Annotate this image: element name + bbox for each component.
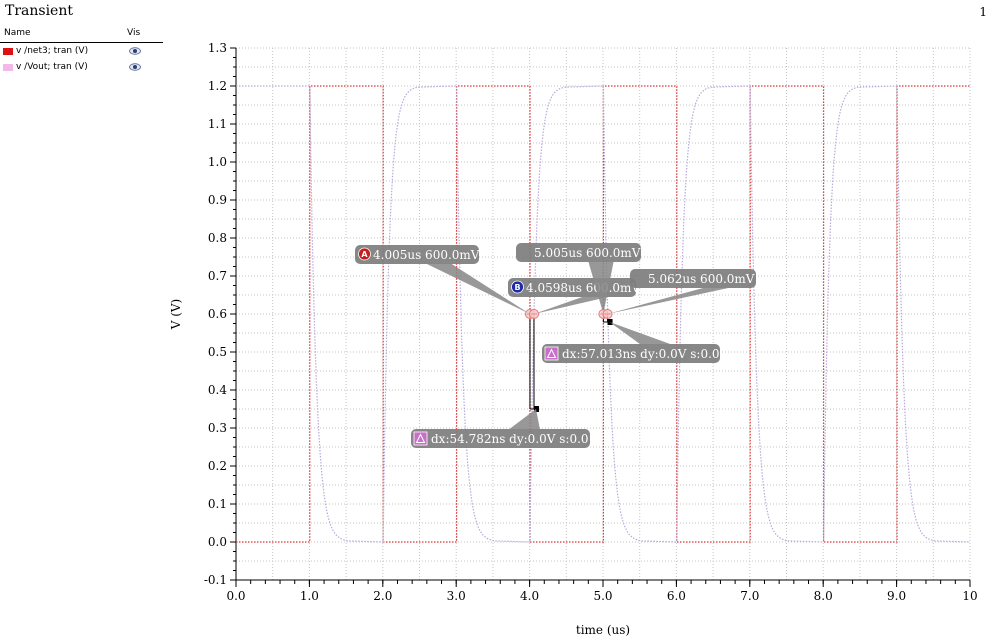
y-tick-label: 0.8 (208, 231, 227, 245)
x-tick-label: 6.0 (667, 589, 686, 603)
delta-label: dx:57.013ns dy:0.0V s:0.0 (562, 347, 720, 361)
y-tick-label: 0.9 (208, 193, 227, 207)
delta-box (411, 429, 590, 448)
x-tick-label: 8.0 (814, 589, 833, 603)
legend-vis-header: Vis (127, 28, 141, 38)
x-axis-label: time (us) (576, 623, 630, 637)
x-tick-label: 9.0 (887, 589, 906, 603)
window-title: Transient (5, 3, 73, 19)
marker-box (355, 245, 479, 264)
legend-header: Name Vis (0, 27, 163, 43)
x-tick-label: 3.0 (447, 589, 466, 603)
marker-pointer (533, 297, 608, 314)
marker-pointer (588, 262, 614, 314)
y-tick-label: 0.1 (208, 497, 227, 511)
legend-swatch (3, 48, 13, 55)
eye-icon[interactable] (129, 63, 141, 71)
delta-pointer (509, 409, 540, 429)
marker-box (516, 243, 641, 262)
marker-pointer (426, 264, 530, 314)
delta-annotation: dx:57.013ns dy:0.0V s:0.0 (542, 314, 720, 363)
delta-icon-glyph (546, 348, 557, 358)
legend-item-vout[interactable]: v /Vout; tran (V) (0, 59, 163, 75)
delta-box (542, 344, 720, 363)
legend-name-header: Name (4, 28, 31, 38)
series-line (236, 85, 971, 543)
delta-pointer (609, 322, 671, 344)
y-tick-label: 1.0 (208, 155, 227, 169)
y-tick-label: 1.1 (208, 117, 227, 131)
x-tick-label: 1.0 (300, 589, 319, 603)
page-number: 1 (979, 5, 987, 19)
marker-label: 4.0598us 600.0mV (526, 281, 640, 295)
marker-badge (358, 247, 371, 261)
y-axis-label: V (V) (169, 299, 183, 331)
marker-badge-label: B (514, 283, 520, 292)
marker-box (630, 269, 756, 288)
delta-stub (533, 406, 539, 412)
marker-b: B 4.0598us 600.0mV (508, 278, 640, 314)
y-tick-label: 1.2 (208, 79, 227, 93)
marker-point-3: 5.062us 600.0mV (607, 269, 756, 314)
eye-icon[interactable] (129, 47, 141, 55)
y-tick-label: 0.0 (208, 535, 227, 549)
legend-item-label: v /Vout; tran (V) (16, 62, 88, 72)
x-tick-label: 10 (962, 589, 977, 603)
y-tick-label: 0.4 (208, 383, 227, 397)
y-tick-label: 0.5 (208, 345, 227, 359)
y-tick-label: 0.3 (208, 421, 227, 435)
marker-badge-label: A (361, 250, 368, 259)
delta-stub (607, 319, 613, 325)
marker-a: A 4.005us 600.0mV (355, 245, 530, 314)
x-tick-label: 2.0 (373, 589, 392, 603)
marker-label: 4.005us 600.0mV (373, 248, 480, 262)
marker-label: 5.062us 600.0mV (648, 272, 755, 286)
legend-item-net3[interactable]: v /net3; tran (V) (0, 43, 163, 59)
y-tick-label: -0.1 (204, 573, 227, 587)
x-tick-label: 0.0 (226, 589, 245, 603)
y-tick-label: 1.3 (208, 41, 227, 55)
legend-swatch (3, 64, 13, 71)
y-tick-label: 0.7 (208, 269, 227, 283)
x-tick-label: 4.0 (520, 589, 539, 603)
delta-label: dx:54.782ns dy:0.0V s:0.0 (431, 432, 589, 446)
marker-pointer (607, 288, 729, 314)
legend-item-label: v /net3; tran (V) (16, 46, 89, 56)
x-tick-label: 5.0 (593, 589, 612, 603)
legend-panel: Name Vis v /net3; tran (V) v /Vout; tran… (0, 27, 163, 75)
y-tick-label: 0.6 (208, 307, 227, 321)
marker-point-2: 5.005us 600.0mV (516, 243, 641, 314)
delta-icon-glyph (415, 433, 426, 443)
x-tick-label: 7.0 (740, 589, 759, 603)
delta-annotation: dx:54.782ns dy:0.0V s:0.0 (411, 314, 590, 448)
y-tick-label: 0.2 (208, 459, 227, 473)
marker-label: 5.005us 600.0mV (534, 246, 641, 260)
marker-badge (511, 280, 524, 294)
